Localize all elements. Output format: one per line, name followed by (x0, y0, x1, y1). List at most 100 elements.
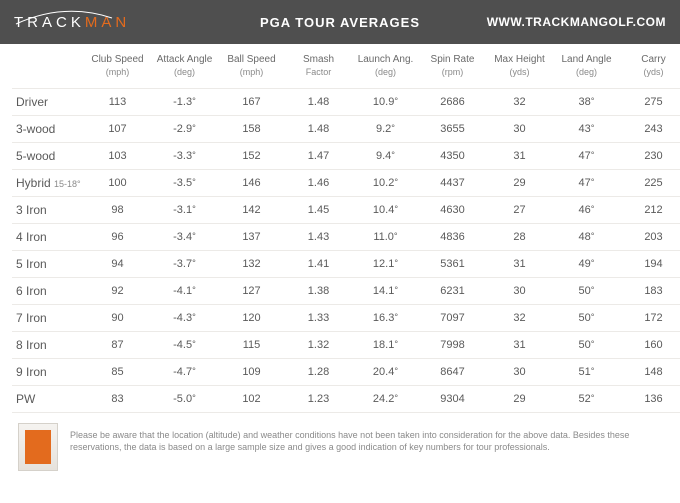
cell: 1.46 (285, 169, 352, 196)
cell: 115 (218, 331, 285, 358)
trackman-device-icon (18, 423, 58, 471)
cell: 5 Iron (12, 250, 84, 277)
cell: 29 (486, 169, 553, 196)
cell: 230 (620, 142, 680, 169)
table-head: Club Speed (mph) Attack Angle (deg)Ball Spe… (12, 44, 680, 88)
cell: -4.3 (151, 304, 218, 331)
table-row: 7 Iron90-4.31201.3316.370973250172 (12, 304, 680, 331)
cell: 212 (620, 196, 680, 223)
cell: 160 (620, 331, 680, 358)
cell: 102 (218, 385, 285, 412)
cell: -3.5 (151, 169, 218, 196)
cell: 47 (553, 169, 620, 196)
cell: 3-wood (12, 115, 84, 142)
cell: -5.0 (151, 385, 218, 412)
col-header: Carry(yds) (620, 44, 680, 88)
footer: Please be aware that the location (altit… (0, 413, 680, 471)
col-header: Attack Angle (deg) (151, 44, 218, 88)
table-container: Club Speed (mph) Attack Angle (deg)Ball Spe… (0, 44, 680, 413)
cell: 203 (620, 223, 680, 250)
cell: 4437 (419, 169, 486, 196)
cell: 16.3 (352, 304, 419, 331)
cell: 7 Iron (12, 304, 84, 331)
col-label: Max Height (494, 54, 545, 65)
cell: 1.38 (285, 277, 352, 304)
cell: 32 (486, 88, 553, 115)
cell: 5-wood (12, 142, 84, 169)
col-header: Land Angle(deg) (553, 44, 620, 88)
cell: 152 (218, 142, 285, 169)
cell: 47 (553, 142, 620, 169)
cell: -3.4 (151, 223, 218, 250)
col-label: Attack Angle (157, 54, 213, 65)
cell: 28 (486, 223, 553, 250)
cell: 52 (553, 385, 620, 412)
cell: 9 Iron (12, 358, 84, 385)
col-header: Launch Ang.(deg) (352, 44, 419, 88)
cell: 83 (84, 385, 151, 412)
cell: 120 (218, 304, 285, 331)
col-header: Club Speed (mph) (84, 44, 151, 88)
cell: 1.28 (285, 358, 352, 385)
cell: 148 (620, 358, 680, 385)
cell: 167 (218, 88, 285, 115)
col-unit: (yds) (622, 67, 680, 78)
col-label: Land Angle (561, 54, 611, 65)
cell: 85 (84, 358, 151, 385)
cell: 225 (620, 169, 680, 196)
table-row: 5 Iron94-3.71321.4112.153613149194 (12, 250, 680, 277)
cell: 10.2 (352, 169, 419, 196)
col-unit: (deg) (153, 67, 216, 78)
page-title: PGA TOUR AVERAGES (260, 15, 420, 30)
cell: Hybrid 15-18° (12, 169, 84, 196)
cell: 158 (218, 115, 285, 142)
col-header: Spin Rate(rpm) (419, 44, 486, 88)
cell: 10.4 (352, 196, 419, 223)
cell: 4836 (419, 223, 486, 250)
col-header: Ball Speed(mph) (218, 44, 285, 88)
cell: 11.0 (352, 223, 419, 250)
cell: 7998 (419, 331, 486, 358)
col-label: Launch Ang. (358, 54, 414, 65)
col-label: Smash (303, 54, 334, 65)
cell: 32 (486, 304, 553, 331)
cell: 50 (553, 277, 620, 304)
table-row: 9 Iron85-4.71091.2820.486473051148 (12, 358, 680, 385)
col-unit: Factor (287, 67, 350, 78)
col-label: Club Speed (91, 54, 143, 65)
cell: 136 (620, 385, 680, 412)
cell: 146 (218, 169, 285, 196)
cell: 132 (218, 250, 285, 277)
cell: 96 (84, 223, 151, 250)
cell: 100 (84, 169, 151, 196)
col-header: Smash Factor (285, 44, 352, 88)
cell: 1.41 (285, 250, 352, 277)
table-row: 4 Iron96-3.41371.4311.048362848203 (12, 223, 680, 250)
cell: 10.9 (352, 88, 419, 115)
cell: 98 (84, 196, 151, 223)
cell: 1.33 (285, 304, 352, 331)
col-unit: (mph) (220, 67, 283, 78)
cell: 1.23 (285, 385, 352, 412)
cell: 9.4 (352, 142, 419, 169)
cell: 50 (553, 331, 620, 358)
cell: 107 (84, 115, 151, 142)
header-bar: TRACKMAN PGA TOUR AVERAGES WWW.TRACKMANG… (0, 0, 680, 44)
cell: 6 Iron (12, 277, 84, 304)
cell: 38 (553, 88, 620, 115)
cell: 43 (553, 115, 620, 142)
table-row: 3-wood107-2.91581.489.236553043243 (12, 115, 680, 142)
col-unit: (yds) (488, 67, 551, 78)
cell: 18.1 (352, 331, 419, 358)
table-body: Driver113-1.31671.4810.9268632382753-woo… (12, 88, 680, 412)
cell: 31 (486, 142, 553, 169)
col-unit: (rpm) (421, 67, 484, 78)
cell: 3655 (419, 115, 486, 142)
cell: 92 (84, 277, 151, 304)
cell: 24.2 (352, 385, 419, 412)
col-unit: (mph) (86, 67, 149, 78)
cell: 4350 (419, 142, 486, 169)
table-row: 5-wood103-3.31521.479.443503147230 (12, 142, 680, 169)
cell: 12.1 (352, 250, 419, 277)
cell: 4 Iron (12, 223, 84, 250)
